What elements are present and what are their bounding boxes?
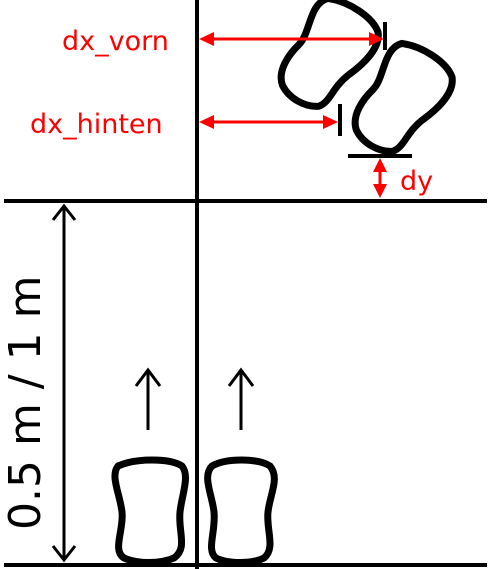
upper-right-footprint <box>351 39 456 155</box>
left-direction-arrow <box>134 367 162 430</box>
lower-left-footprint <box>111 456 189 566</box>
dx-back-dimension <box>199 115 338 129</box>
dx-front-label: dx_vorn <box>62 26 169 57</box>
upper-left-footprint <box>277 0 382 110</box>
distance-dimension <box>51 203 77 563</box>
lower-right-footprint <box>204 456 278 566</box>
dy-label: dy <box>400 166 433 197</box>
dx-front-dimension <box>199 32 384 46</box>
right-direction-arrow <box>227 367 255 430</box>
dx-back-label: dx_hinten <box>30 109 163 140</box>
distance-label: 0.5 m / 1 m <box>0 276 51 530</box>
dy-dimension <box>373 158 387 198</box>
